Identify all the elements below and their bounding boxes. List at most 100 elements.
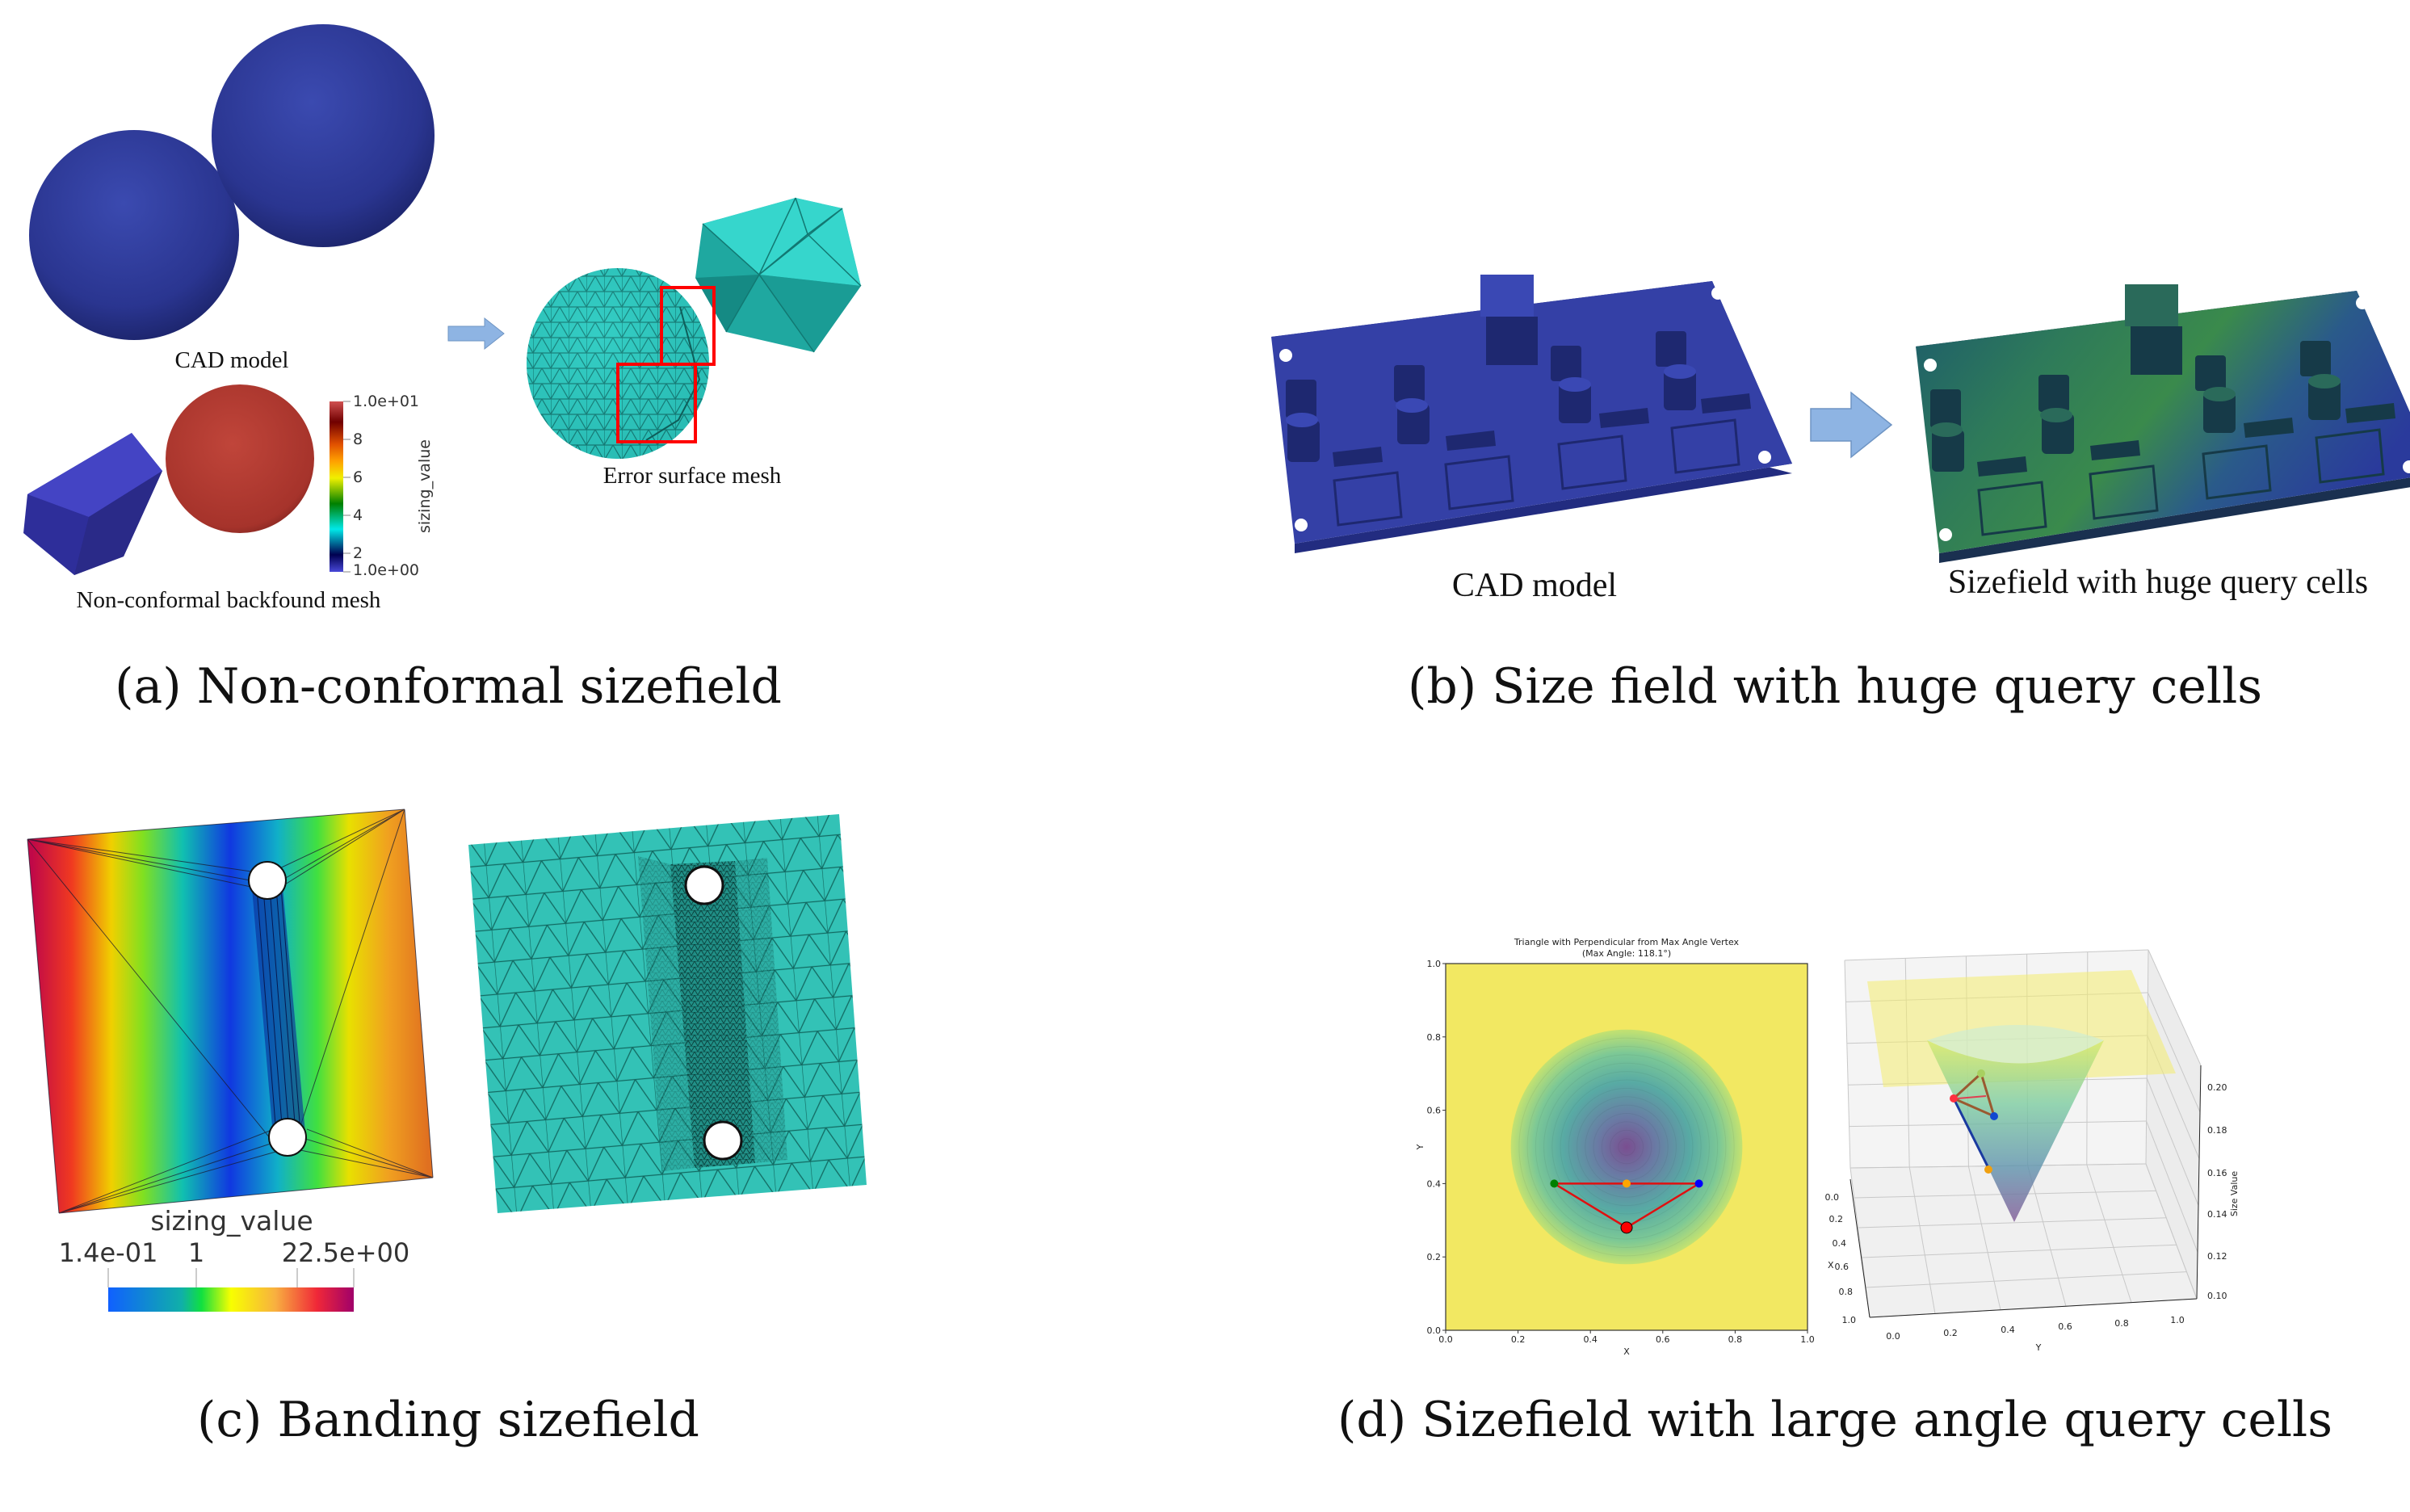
y-tick-label: 1.0 — [2170, 1315, 2185, 1325]
grid-line — [2146, 1120, 2198, 1253]
x-tick-label: 0.8 — [1839, 1287, 1854, 1297]
grid-line — [1967, 1166, 2001, 1310]
contour-level — [1610, 1129, 1644, 1165]
panel-c: sizing_value 1.4e-01 1 22.5e+00 (c) Band… — [27, 808, 867, 1448]
z-tick-label: 0.14 — [2207, 1209, 2227, 1220]
backmesh-octahedron — [23, 433, 162, 575]
contour-level — [1585, 1104, 1669, 1190]
z-axis-line — [2196, 1065, 2202, 1300]
y-tick-label: 0.6 — [1427, 1106, 1442, 1116]
hole — [684, 865, 724, 905]
contour-level — [1560, 1079, 1694, 1215]
cad-model-label-b: CAD model — [1452, 567, 1617, 604]
grid-line — [1866, 1271, 2187, 1288]
y-tick-label: 0.4 — [2001, 1325, 2015, 1335]
x-tick-label: 1.0 — [1800, 1334, 1815, 1345]
y-tick-label: 0.6 — [2058, 1321, 2072, 1332]
grid-line — [1844, 960, 1851, 1169]
cone-rim — [1927, 1025, 2104, 1064]
size-value-3d-plot: 0.0 0.2 0.4 0.6 0.8 1.0 0.0 0.2 0.4 0.6 0.8 1.0 0.20… — [1825, 949, 2240, 1353]
grid-line — [2145, 1163, 2198, 1300]
y-tick-label: 0.8 — [2114, 1318, 2129, 1329]
cad-model-label-a: CAD model — [175, 347, 289, 373]
sizefield-label-b: Sizefield with huge query cells — [1948, 564, 2368, 601]
x-tick-label: 0.2 — [1511, 1334, 1526, 1345]
contour-level — [1526, 1045, 1727, 1249]
colorbar-tick: 6 — [353, 468, 363, 486]
contour-level — [1568, 1087, 1686, 1207]
pcb-cad-model — [1271, 275, 1792, 553]
sizing-colorbar-a: 1.0e+01 8 6 4 2 1.0e+00 sizing_value — [330, 393, 434, 579]
grid-line — [2086, 1164, 2132, 1303]
y-axis-label: Y — [2035, 1342, 2042, 1353]
chart-subtitle: (Max Angle: 118.1°) — [1582, 948, 1671, 959]
x-axis-label: X — [1623, 1346, 1630, 1357]
y-tick-label: 0.2 — [1943, 1328, 1958, 1338]
sizing-colorbar-c: sizing_value 1.4e-01 1 22.5e+00 — [59, 1205, 409, 1312]
colorbar-label-min: 1.4e-01 — [59, 1237, 158, 1268]
grid-line — [2147, 992, 2201, 1113]
pcb-sizefield — [1916, 284, 2410, 563]
hole — [268, 1118, 307, 1157]
grid-line — [1908, 1166, 1936, 1314]
grid-line — [1858, 1217, 2167, 1228]
caption-b: (b) Size field with huge query cells — [1408, 658, 2262, 715]
hole — [248, 861, 287, 900]
colorbar-title: sizing_value — [416, 439, 434, 533]
y-axis-label: Y — [1415, 1144, 1425, 1150]
z-axis-label: Size Value — [2229, 1171, 2240, 1217]
y-axis-line — [1869, 1298, 2198, 1318]
grid-line — [2027, 1165, 2067, 1307]
colorbar-tick: 8 — [353, 430, 363, 448]
contour-level — [1618, 1138, 1635, 1156]
panel-d: Triangle with Perpendicular from Max Ang… — [1337, 937, 2332, 1448]
x-axis-line — [1849, 1178, 1870, 1318]
vertex-point — [1950, 1094, 1958, 1102]
x-tick-label: 0.8 — [1728, 1334, 1743, 1345]
error-icosahedron — [695, 197, 862, 353]
caption-d: (d) Sizefield with large angle query cel… — [1337, 1392, 2332, 1448]
colorbar-tick: 1.0e+01 — [353, 393, 419, 410]
vertex-point — [1984, 1166, 1992, 1174]
cad-sphere-left — [29, 130, 239, 340]
query-triangle — [1951, 1071, 1996, 1119]
vertex-point — [1990, 1112, 1998, 1120]
size-cone-surface — [1927, 1040, 2104, 1222]
panel-a: CAD model 1.0e+01 8 6 4 2 1.0e+00 sizing… — [23, 24, 862, 715]
colorbar-label-mid: 1 — [188, 1237, 204, 1268]
red-arrow — [1957, 1095, 1987, 1099]
error-highlight-box — [616, 363, 697, 443]
x-axis-label: X — [1828, 1260, 1834, 1270]
z-tick-label: 0.18 — [2207, 1125, 2227, 1136]
vertex-point — [1977, 1069, 1985, 1077]
colorbar-label-max: 22.5e+00 — [282, 1237, 409, 1268]
plot-frame — [1445, 963, 1808, 1331]
panel-b: CAD model Sizefield with huge query cell… — [1271, 275, 2410, 715]
backmesh-label: Non-conformal backfound mesh — [77, 587, 381, 613]
x-tick-label: 0.4 — [1833, 1238, 1847, 1249]
triangle-contour-plot: Triangle with Perpendicular from Max Ang… — [1415, 937, 1815, 1357]
triangle-vertex-point — [1620, 1221, 1633, 1234]
z-tick-label: 0.16 — [2207, 1168, 2227, 1178]
x-tick-label: 0.6 — [1656, 1334, 1670, 1345]
cad-sphere-right — [212, 24, 435, 247]
perpendicular-arrow — [1954, 1101, 1990, 1169]
colorbar-tick: 1.0e+00 — [353, 561, 419, 579]
x-tick-label: 1.0 — [1842, 1315, 1857, 1325]
x-tick-label: 0.0 — [1825, 1192, 1840, 1203]
triangle-vertex-point — [1694, 1179, 1703, 1188]
backmesh-red-sphere — [166, 384, 314, 533]
z-tick-label: 0.20 — [2207, 1082, 2227, 1093]
colorbar-tick: 4 — [353, 506, 363, 524]
x-tick-label: 0.4 — [1583, 1334, 1598, 1345]
banding-sizefield-plate — [27, 808, 434, 1214]
contour-field — [1510, 1029, 1743, 1265]
contour-level — [1518, 1037, 1735, 1257]
adapted-mesh-plate — [468, 814, 867, 1213]
chart-title: Triangle with Perpendicular from Max Ang… — [1514, 937, 1740, 947]
z-tick-label: 0.10 — [2207, 1291, 2227, 1301]
y-tick-label: 0.0 — [1427, 1325, 1442, 1336]
colorbar-title: sizing_value — [150, 1205, 313, 1237]
y-tick-label: 0.8 — [1427, 1032, 1442, 1043]
